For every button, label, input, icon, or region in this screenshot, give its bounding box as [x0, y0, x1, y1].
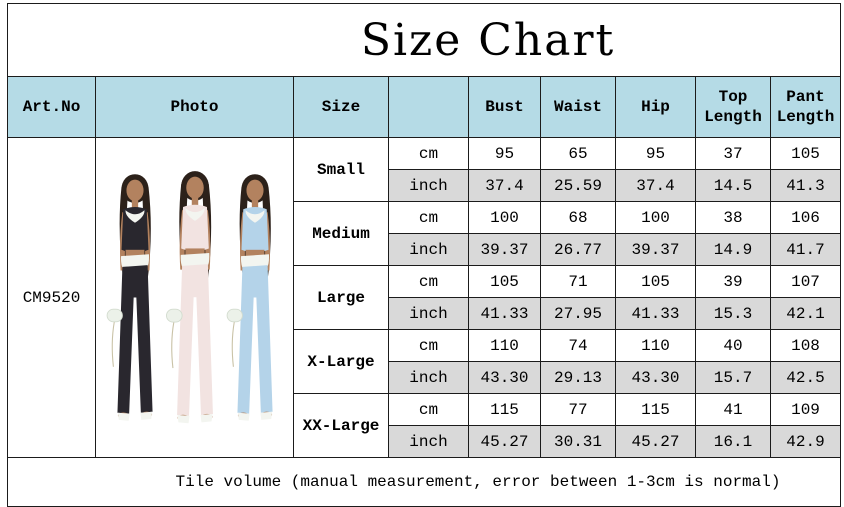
cell-xxlarge-inch-waist: 30.31 — [540, 425, 616, 458]
header-photo: Photo — [95, 76, 294, 138]
table-row-medium-cm: Medium cm 100 68 100 38 106 — [8, 201, 841, 266]
header-bust: Bust — [468, 76, 541, 138]
cell-medium-inch-top: 14.9 — [695, 233, 771, 266]
unit-cm: cm — [388, 265, 469, 298]
header-waist: Waist — [540, 76, 616, 138]
art-no-value: CM9520 — [7, 137, 96, 458]
cell-xlarge-inch-bust: 43.30 — [468, 361, 541, 394]
unit-inch: inch — [388, 425, 469, 458]
cell-large-cm-top: 39 — [695, 265, 771, 298]
model-figure-blue — [226, 173, 274, 422]
cell-medium-cm-bust: 100 — [468, 201, 541, 234]
table-row-medium-inch: inch 39.37 26.77 39.37 14.9 41.7 — [8, 233, 841, 266]
product-photo — [95, 137, 294, 458]
unit-cm: cm — [388, 329, 469, 362]
header-top-length: Top Length — [695, 76, 771, 138]
table-row-xxlarge-inch: inch 45.27 30.31 45.27 16.1 42.9 — [8, 425, 841, 458]
cell-xlarge-inch-waist: 29.13 — [540, 361, 616, 394]
cell-large-inch-top: 15.3 — [695, 297, 771, 330]
model-figure-black — [106, 173, 154, 422]
cell-medium-inch-pant: 41.7 — [770, 233, 841, 266]
cell-small-cm-bust: 95 — [468, 137, 541, 170]
cell-xlarge-inch-hip: 43.30 — [615, 361, 696, 394]
table-row-large-cm: Large cm 105 71 105 39 107 — [8, 265, 841, 330]
cell-small-cm-top: 37 — [695, 137, 771, 170]
unit-cm: cm — [388, 201, 469, 234]
cell-xlarge-cm-pant: 108 — [770, 329, 841, 362]
unit-inch: inch — [388, 361, 469, 394]
cell-small-inch-pant: 41.3 — [770, 169, 841, 202]
cell-medium-inch-waist: 26.77 — [540, 233, 616, 266]
cell-xxlarge-cm-waist: 77 — [540, 393, 616, 426]
header-hip: Hip — [615, 76, 696, 138]
unit-cm: cm — [388, 393, 469, 426]
table-header-row: Art.No Photo Size Bust Waist Hip Top Len… — [7, 76, 841, 138]
cell-medium-cm-pant: 106 — [770, 201, 841, 234]
cell-large-cm-bust: 105 — [468, 265, 541, 298]
unit-inch: inch — [388, 233, 469, 266]
size-label-small: Small — [293, 137, 389, 202]
footer-row: Tile volume (manual measurement, error b… — [7, 457, 841, 507]
cell-small-inch-top: 14.5 — [695, 169, 771, 202]
size-chart-table: Size Chart Art.No Photo Size Bust Waist … — [7, 3, 841, 507]
cell-xlarge-cm-bust: 110 — [468, 329, 541, 362]
cell-xxlarge-inch-pant: 42.9 — [770, 425, 841, 458]
cell-xlarge-cm-waist: 74 — [540, 329, 616, 362]
header-unit-blank — [388, 76, 469, 138]
unit-inch: inch — [388, 297, 469, 330]
cell-large-inch-waist: 27.95 — [540, 297, 616, 330]
cell-large-cm-hip: 105 — [615, 265, 696, 298]
size-label-medium: Medium — [293, 201, 389, 266]
cell-xxlarge-inch-top: 16.1 — [695, 425, 771, 458]
cell-small-cm-pant: 105 — [770, 137, 841, 170]
cell-large-inch-pant: 42.1 — [770, 297, 841, 330]
size-label-xlarge: X-Large — [293, 329, 389, 394]
unit-inch: inch — [388, 169, 469, 202]
header-art-no: Art.No — [7, 76, 96, 138]
cell-xxlarge-cm-bust: 115 — [468, 393, 541, 426]
measurement-note: Tile volume (manual measurement, error b… — [7, 457, 841, 507]
cell-large-cm-waist: 71 — [540, 265, 616, 298]
cell-xlarge-inch-pant: 42.5 — [770, 361, 841, 394]
cell-medium-cm-hip: 100 — [615, 201, 696, 234]
cell-small-cm-hip: 95 — [615, 137, 696, 170]
cell-small-inch-hip: 37.4 — [615, 169, 696, 202]
header-size: Size — [293, 76, 389, 138]
table-row-xlarge-inch: inch 43.30 29.13 43.30 15.7 42.5 — [8, 361, 841, 394]
table-row-xxlarge-cm: XX-Large cm 115 77 115 41 109 — [8, 393, 841, 458]
cell-xxlarge-inch-hip: 45.27 — [615, 425, 696, 458]
models-photo-illustration — [106, 170, 274, 424]
table-row-large-inch: inch 41.33 27.95 41.33 15.3 42.1 — [8, 297, 841, 330]
cell-xxlarge-cm-top: 41 — [695, 393, 771, 426]
table-row-small-inch: inch 37.4 25.59 37.4 14.5 41.3 — [8, 169, 841, 202]
model-figure-pink — [165, 170, 214, 424]
title-row: Size Chart — [7, 3, 841, 77]
cell-xxlarge-cm-hip: 115 — [615, 393, 696, 426]
page-title: Size Chart — [7, 3, 841, 77]
unit-cm: cm — [388, 137, 469, 170]
cell-small-inch-bust: 37.4 — [468, 169, 541, 202]
header-pant-length: Pant Length — [770, 76, 841, 138]
cell-large-inch-hip: 41.33 — [615, 297, 696, 330]
cell-medium-cm-top: 38 — [695, 201, 771, 234]
table-row-small-cm: CM9520 — [7, 137, 841, 458]
size-label-large: Large — [293, 265, 389, 330]
cell-large-inch-bust: 41.33 — [468, 297, 541, 330]
cell-small-cm-waist: 65 — [540, 137, 616, 170]
cell-large-cm-pant: 107 — [770, 265, 841, 298]
cell-xxlarge-cm-pant: 109 — [770, 393, 841, 426]
size-label-xxlarge: XX-Large — [293, 393, 389, 458]
cell-medium-inch-hip: 39.37 — [615, 233, 696, 266]
cell-small-inch-waist: 25.59 — [540, 169, 616, 202]
cell-xlarge-inch-top: 15.7 — [695, 361, 771, 394]
cell-medium-cm-waist: 68 — [540, 201, 616, 234]
cell-xlarge-cm-top: 40 — [695, 329, 771, 362]
cell-xlarge-cm-hip: 110 — [615, 329, 696, 362]
cell-xxlarge-inch-bust: 45.27 — [468, 425, 541, 458]
cell-medium-inch-bust: 39.37 — [468, 233, 541, 266]
